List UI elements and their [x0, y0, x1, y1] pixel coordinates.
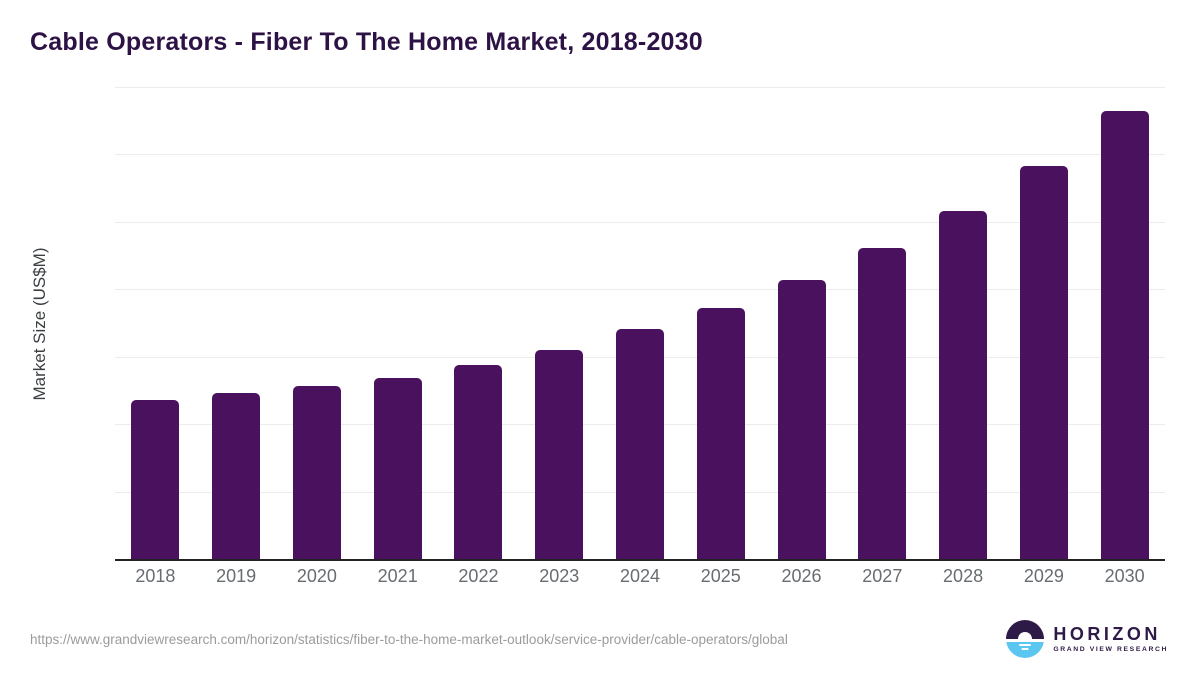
- logo-title: HORIZON: [1053, 623, 1161, 644]
- x-label-2023: 2023: [539, 566, 580, 586]
- footer: https://www.grandviewresearch.com/horizo…: [0, 613, 1200, 675]
- bar-2023[interactable]: [535, 349, 584, 560]
- bar-slot-2028: [923, 88, 1004, 560]
- bar-slot-2023: [519, 88, 600, 560]
- bar-slot-2018: [115, 88, 196, 560]
- bar-slot-2026: [761, 88, 842, 560]
- x-axis-line: [115, 559, 1165, 561]
- x-label-2021: 2021: [377, 566, 418, 586]
- logo-subtitle: GRAND VIEW RESEARCH: [1053, 645, 1168, 653]
- x-label-2027: 2027: [862, 566, 903, 586]
- bar-slot-2024: [600, 88, 681, 560]
- bar-2022[interactable]: [454, 365, 503, 560]
- chart-title: Cable Operators - Fiber To The Home Mark…: [30, 28, 703, 56]
- bar-2024[interactable]: [615, 329, 664, 560]
- bar-2026[interactable]: [777, 280, 826, 560]
- bar-2019[interactable]: [212, 393, 261, 560]
- x-label-2024: 2024: [619, 566, 661, 586]
- x-label-2029: 2029: [1023, 566, 1064, 586]
- bar-slot-2025: [680, 88, 761, 560]
- bar-series: [115, 88, 1165, 560]
- bar-2025[interactable]: [696, 307, 745, 560]
- gridline-12.5k: [115, 221, 1165, 223]
- x-label-2025: 2025: [700, 566, 741, 586]
- gridline-17.5k: [115, 87, 1165, 88]
- bar-slot-2030: [1084, 88, 1165, 560]
- x-label-2018: 2018: [135, 566, 176, 586]
- bar-2029[interactable]: [1019, 166, 1068, 560]
- sun-icon: [1018, 632, 1033, 639]
- bar-slot-2027: [842, 88, 923, 560]
- y-axis-label: Market Size (US$M): [30, 247, 49, 401]
- x-label-2028: 2028: [943, 566, 984, 586]
- bar-2018[interactable]: [131, 399, 180, 560]
- x-label-2022: 2022: [458, 566, 499, 586]
- horizon-logo-icon: [1006, 620, 1045, 658]
- bar-slot-2021: [357, 88, 438, 560]
- bar-slot-2020: [277, 88, 358, 560]
- bar-2027[interactable]: [858, 248, 907, 560]
- bar-2020[interactable]: [292, 386, 341, 560]
- horizon-logo: HORIZON GRAND VIEW RESEARCH: [1006, 620, 1168, 658]
- bar-slot-2029: [1003, 88, 1084, 560]
- x-label-2030: 2030: [1104, 566, 1145, 586]
- bar-slot-2019: [196, 88, 277, 560]
- x-label-2020: 2020: [296, 566, 337, 586]
- plot-area: [115, 87, 1165, 561]
- bar-2030[interactable]: [1100, 110, 1149, 560]
- bar-2021[interactable]: [373, 378, 422, 560]
- source-url: https://www.grandviewresearch.com/horizo…: [30, 631, 788, 647]
- x-label-2026: 2026: [781, 566, 822, 586]
- gridline-15k: [115, 154, 1165, 156]
- gridline-10k: [115, 289, 1165, 291]
- x-axis-labels: 2018 2019 2020 2021 2022 2023 2024 2025 2026 2027…: [115, 566, 1165, 587]
- bar-2028[interactable]: [939, 211, 988, 560]
- bar-slot-2022: [438, 88, 519, 560]
- x-label-2019: 2019: [216, 566, 257, 586]
